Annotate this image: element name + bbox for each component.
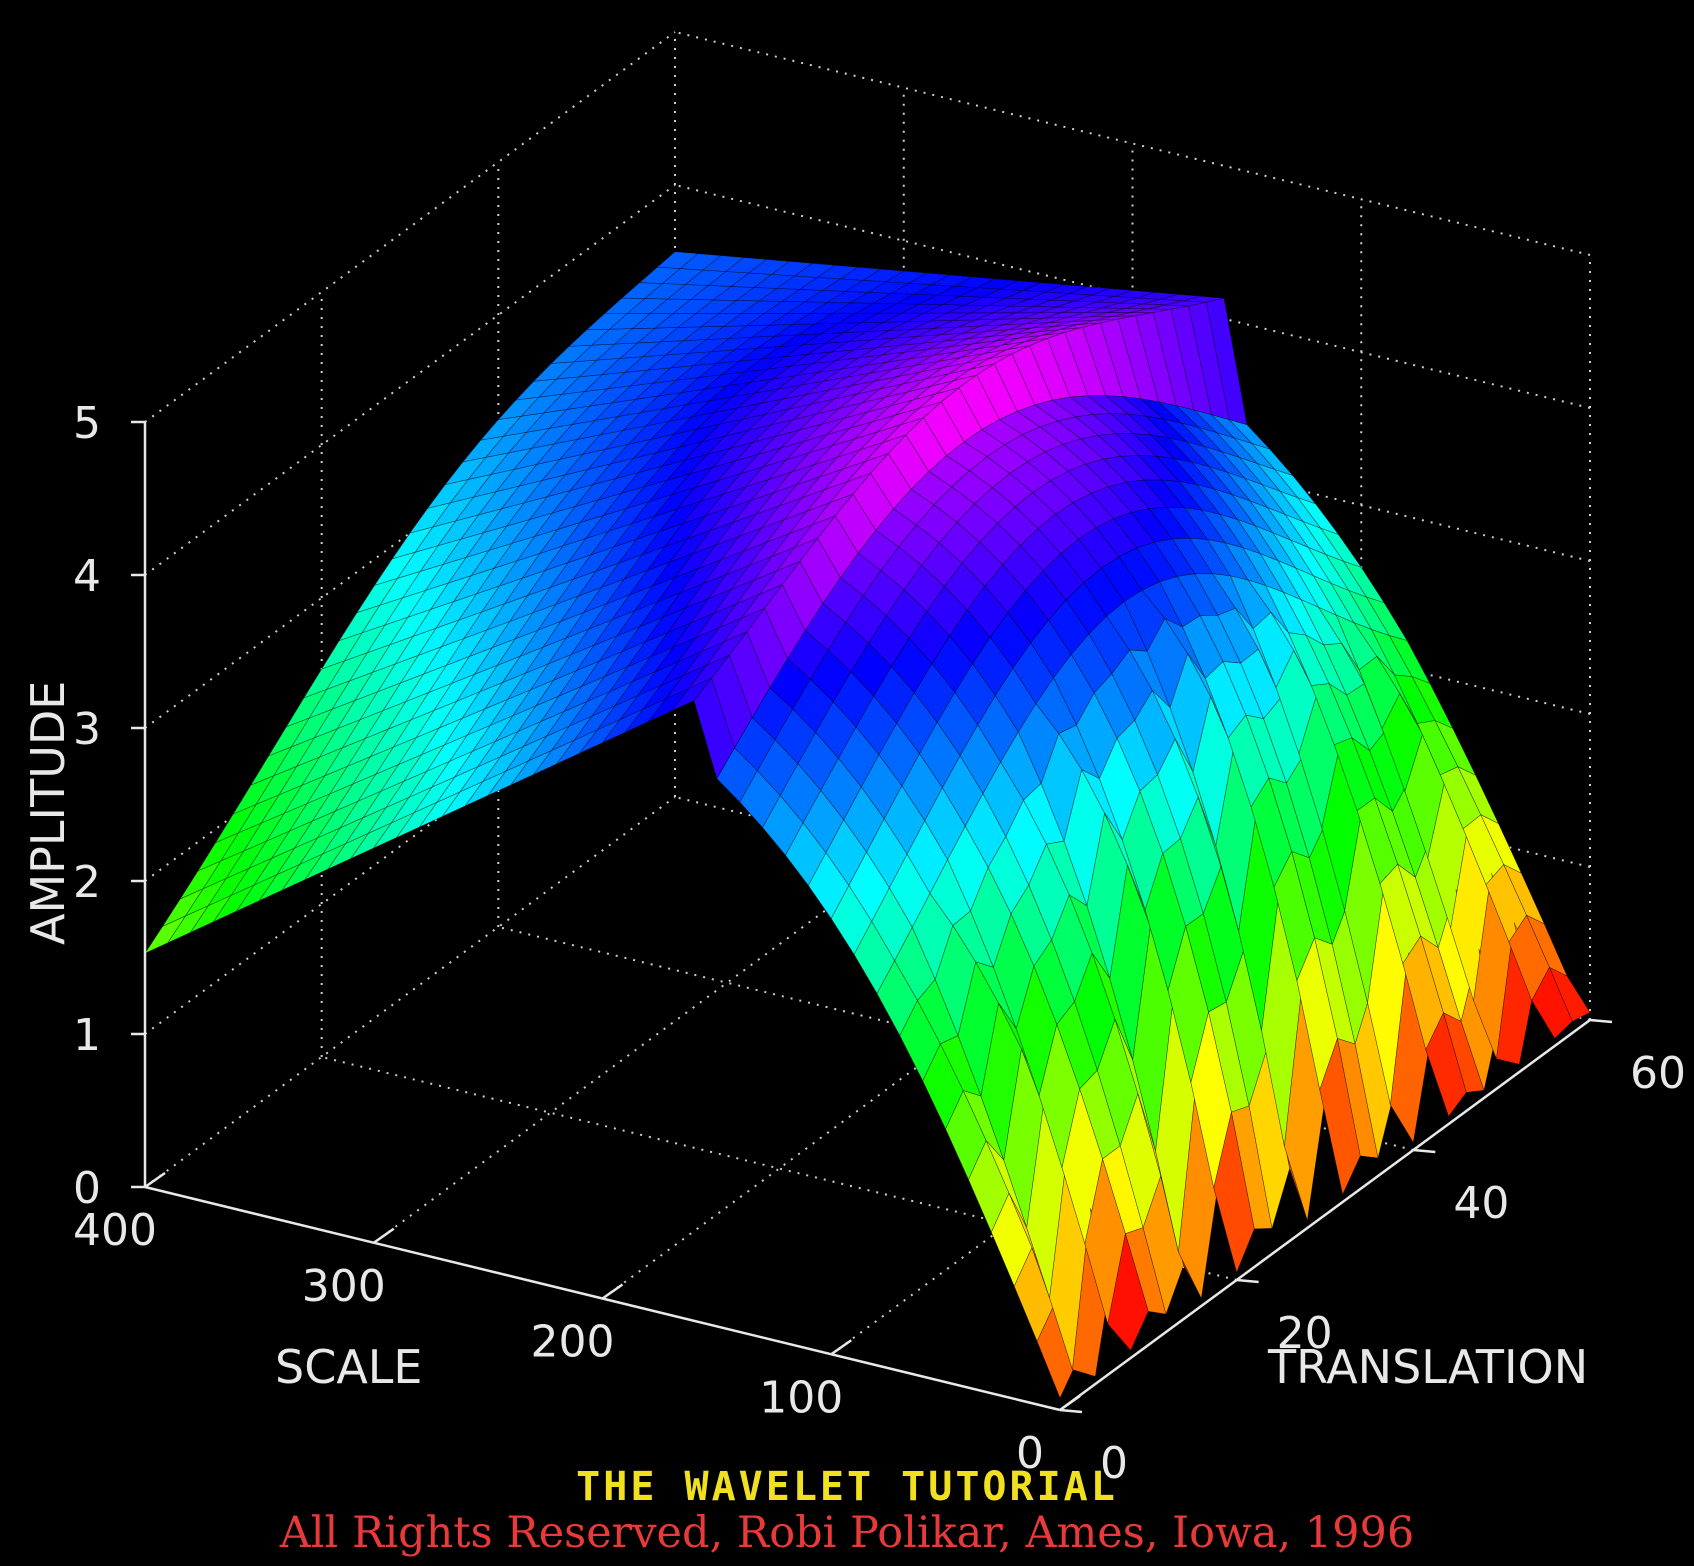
grid-line [144, 337, 676, 729]
scale-tick-mark [601, 1283, 624, 1300]
grid-line [498, 926, 1414, 1151]
surface-patch [1548, 966, 1591, 1022]
z-tick-label: 1 [73, 1010, 101, 1061]
translation-tick-mark [1236, 1278, 1259, 1284]
grid-line [144, 184, 676, 576]
scale-tick-label: 100 [759, 1372, 843, 1423]
translation-tick-label: 0 [1100, 1438, 1128, 1489]
scale-tick-mark [1059, 1394, 1081, 1412]
translation-tick-mark [1589, 1018, 1613, 1024]
translation-tick-mark [1059, 1408, 1083, 1414]
grid-line [144, 643, 676, 1035]
z-tick-label: 5 [73, 398, 101, 449]
grid-line [144, 796, 676, 1188]
scale-tick-mark [373, 1227, 395, 1244]
grid-line [321, 1056, 1237, 1281]
scale-tick-label: 0 [1016, 1428, 1044, 1479]
surface-mesh [144, 251, 1591, 1399]
copyright-credit: All Rights Reserved, Robi Polikar, Ames,… [279, 1508, 1415, 1558]
grid-line [373, 851, 905, 1244]
translation-tick-label: 40 [1453, 1178, 1509, 1229]
z-tick-label: 4 [73, 551, 101, 602]
scale-axis-label: SCALE [275, 1340, 422, 1394]
grid-line [601, 907, 1134, 1300]
scale-tick-mark [144, 1171, 166, 1189]
translation-axis-label: TRANSLATION [1267, 1340, 1588, 1394]
grid-line [830, 963, 1362, 1356]
scale-tick-label: 200 [531, 1317, 615, 1368]
tutorial-title: THE WAVELET TUTORIAL [576, 1464, 1118, 1510]
scale-tick-mark [830, 1339, 852, 1356]
translation-axis-line [1059, 1018, 1591, 1412]
grid-line [674, 31, 1591, 256]
translation-tick-label: 60 [1630, 1048, 1686, 1099]
z-tick-label: 0 [73, 1163, 101, 1214]
scale-tick-label: 400 [73, 1205, 157, 1256]
translation-tick-label: 20 [1277, 1308, 1333, 1359]
scale-tick-label: 300 [302, 1261, 386, 1312]
translation-tick-mark [1413, 1148, 1436, 1154]
z-tick-label: 2 [73, 857, 101, 908]
grid-line [144, 31, 676, 423]
z-tick-label: 3 [73, 704, 101, 755]
z-axis-label: AMPLITUDE [21, 681, 75, 945]
grid-line [674, 184, 1591, 409]
